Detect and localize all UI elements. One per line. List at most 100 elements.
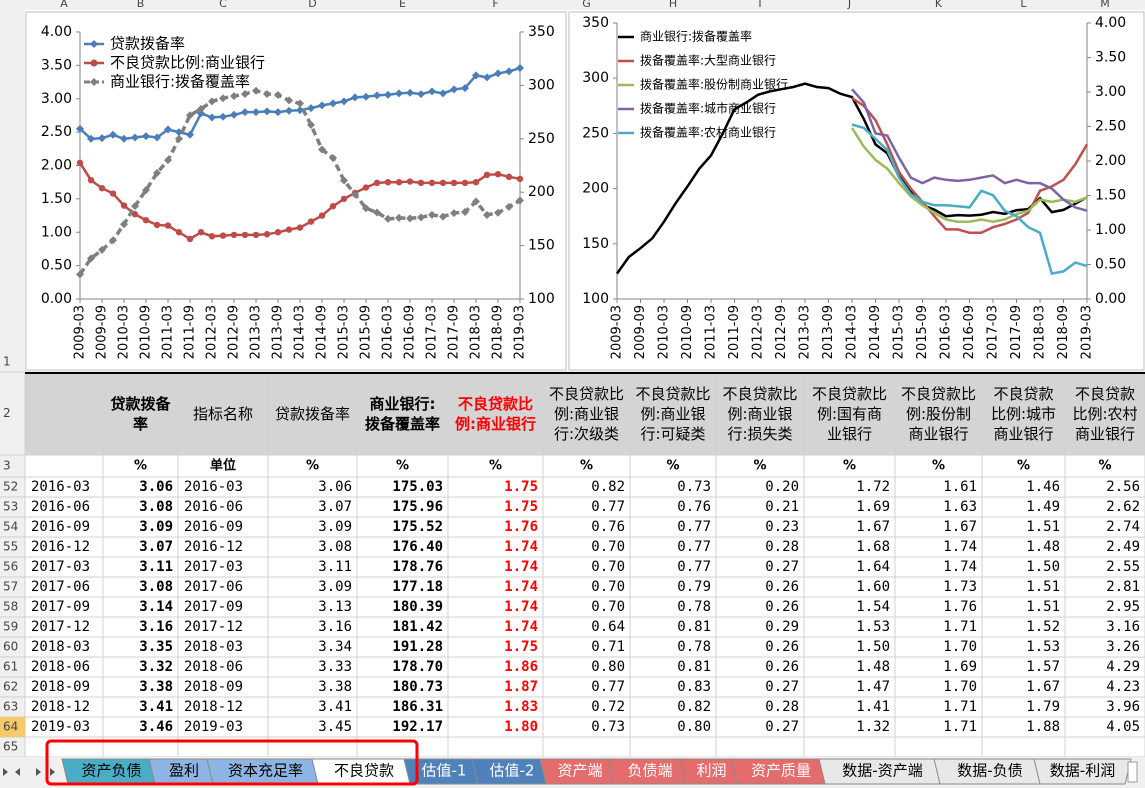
column-letter: B — [137, 0, 145, 10]
point-marker — [395, 178, 403, 186]
data-cell: 1.54 — [856, 599, 890, 615]
data-cell: 3.14 — [139, 599, 173, 615]
y-tick-label: 1.00 — [41, 224, 72, 240]
sheet-tab-label[interactable]: 数据-利润 — [1050, 762, 1115, 780]
x-tick-label: 2015-03 — [892, 305, 907, 359]
point-marker — [186, 235, 194, 243]
x-tick-label: 2014-09 — [868, 305, 883, 359]
point-marker — [384, 178, 392, 186]
data-cell: 3.09 — [139, 519, 173, 535]
sheet-tab-label[interactable]: 资产负债 — [81, 762, 141, 780]
point-marker — [252, 86, 260, 95]
point-marker — [307, 218, 315, 225]
unit-cell: % — [1098, 459, 1111, 474]
point-marker — [373, 208, 381, 217]
y2-tick-label: 350 — [528, 24, 555, 40]
point-marker — [494, 170, 502, 178]
x-tick-label: 2013-09 — [821, 305, 836, 359]
point-marker — [428, 179, 436, 187]
row-number: 54 — [3, 520, 18, 534]
data-cell: 2018-09 — [31, 679, 90, 695]
unit-cell: % — [396, 459, 409, 474]
data-cell: 3.38 — [139, 679, 173, 695]
data-cell: 2.62 — [1106, 499, 1140, 515]
data-cell: 3.96 — [1106, 699, 1140, 715]
header-cell: 不良贷款比例:股份制商业银行 — [901, 385, 976, 443]
point-marker — [175, 128, 183, 137]
data-cell: 3.08 — [139, 499, 173, 515]
data-cell: 0.81 — [677, 619, 711, 635]
data-cell: 0.27 — [765, 679, 799, 695]
legend-marker — [90, 40, 98, 48]
y2-tick-label: 3.00 — [1095, 84, 1126, 100]
sheet-tab-label[interactable]: 利润 — [696, 762, 726, 780]
legend-marker — [90, 59, 98, 67]
data-cell: 2.81 — [1106, 579, 1140, 595]
point-marker — [417, 213, 425, 222]
data-cell: 180.39 — [392, 599, 443, 615]
tab-nav-arrow[interactable] — [50, 768, 55, 776]
sheet-tab-label[interactable]: 数据-负债 — [957, 762, 1022, 780]
sheet-tab-label[interactable]: 资本充足率 — [228, 762, 303, 780]
point-marker — [274, 91, 282, 100]
point-marker — [406, 88, 414, 97]
x-tick-label: 2011-09 — [183, 305, 198, 359]
sheet-tab-label[interactable]: 估值-1 — [422, 762, 467, 780]
point-marker — [340, 97, 348, 106]
data-cell: 3.16 — [1106, 619, 1140, 635]
data-cell: 1.72 — [856, 479, 890, 495]
sheet-tab-label[interactable]: 盈利 — [169, 762, 199, 780]
point-marker — [472, 197, 480, 206]
x-tick-label: 2010-03 — [657, 305, 672, 359]
sheet-tab-label[interactable]: 负债端 — [627, 762, 672, 780]
point-marker — [373, 179, 381, 187]
sheet-tab-label[interactable]: 资产端 — [557, 762, 602, 780]
data-cell: 3.41 — [318, 699, 352, 715]
point-marker — [461, 179, 469, 187]
data-cell: 175.52 — [392, 519, 443, 535]
sheet-tab-label[interactable]: 数据-资产端 — [842, 762, 922, 780]
point-marker — [461, 84, 469, 93]
point-marker — [175, 229, 183, 236]
point-marker — [274, 229, 282, 236]
point-marker — [263, 231, 271, 238]
unit-cell: % — [306, 459, 319, 474]
tab-nav-arrow[interactable] — [3, 768, 8, 776]
point-marker — [318, 212, 326, 219]
data-cell: 1.71 — [943, 719, 977, 735]
x-tick-label: 2012-03 — [751, 305, 766, 359]
tab-nav-arrow[interactable] — [15, 768, 20, 776]
x-tick-label: 2014-03 — [845, 305, 860, 359]
point-marker — [76, 124, 84, 133]
x-tick-label: 2017-09 — [1009, 305, 1024, 359]
x-tick-label: 2015-09 — [915, 305, 930, 359]
header-cell: 不良贷款比例:国有商业银行 — [812, 385, 887, 443]
column-letter: C — [219, 0, 227, 10]
data-cell: 0.70 — [591, 539, 625, 555]
y2-tick-label: 2.00 — [1095, 153, 1126, 169]
point-marker — [483, 171, 491, 179]
sheet-tab-label[interactable]: 资产质量 — [751, 762, 811, 780]
data-cell: 3.38 — [318, 679, 352, 695]
sheet-tab[interactable] — [1033, 758, 1132, 785]
x-tick-label: 2013-03 — [798, 305, 813, 359]
column-letter: M — [1100, 0, 1110, 10]
sheet-tab-label[interactable]: 不良贷款 — [334, 762, 394, 780]
data-cell: 1.67 — [856, 519, 890, 535]
tab-nav-arrow[interactable] — [36, 768, 41, 776]
column-letter: A — [60, 0, 68, 10]
y-tick-label: 0.00 — [41, 291, 72, 307]
point-marker — [516, 64, 524, 73]
unit-cell: % — [580, 459, 593, 474]
data-cell: 3.09 — [318, 579, 352, 595]
data-cell: 1.47 — [856, 679, 890, 695]
row-number: 58 — [3, 600, 18, 614]
point-marker — [428, 210, 436, 219]
data-cell: 1.73 — [943, 579, 977, 595]
point-marker — [351, 93, 359, 102]
point-marker — [516, 175, 524, 183]
point-marker — [472, 178, 480, 186]
point-marker — [142, 217, 150, 224]
sheet-tab-label[interactable]: 估值-2 — [490, 762, 535, 780]
data-cell: 2.74 — [1106, 519, 1140, 535]
